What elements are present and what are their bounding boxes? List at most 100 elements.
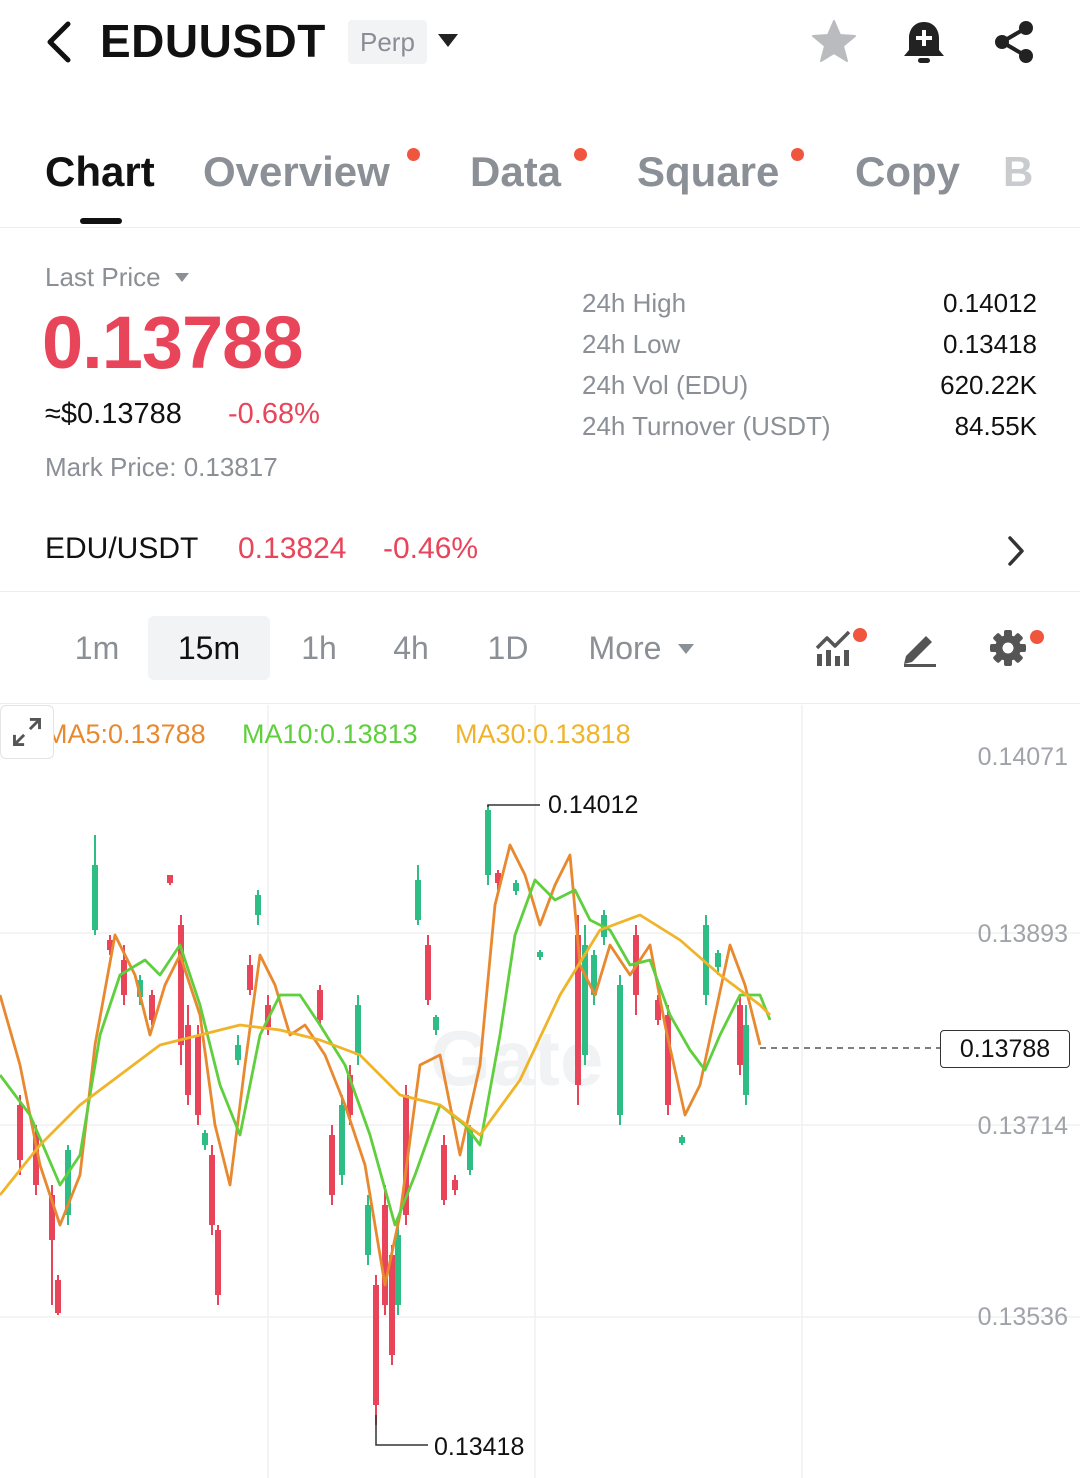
expand-icon[interactable]	[0, 705, 54, 759]
ma10-line	[0, 878, 772, 1227]
settings-gear-icon[interactable]	[988, 628, 1028, 668]
mark-price-value: 0.13817	[183, 452, 278, 482]
timeframe-1d[interactable]: 1D	[487, 630, 529, 666]
candle-body	[495, 873, 501, 883]
tab-b[interactable]: B	[1003, 148, 1034, 195]
stat-label: 24h High	[582, 288, 687, 318]
watermark: Gate	[430, 1014, 603, 1102]
timeframe-more[interactable]: More	[588, 630, 662, 666]
caret-down-icon[interactable]	[678, 644, 694, 654]
tab-chart[interactable]: Chart	[45, 148, 155, 195]
candle-body	[679, 1137, 685, 1143]
candle-body	[347, 1075, 353, 1115]
active-tab-indicator	[80, 218, 122, 224]
high-marker-line	[487, 804, 540, 807]
chart-canvas[interactable]: Gate	[0, 705, 1080, 1478]
spot-pair-name: EDU/USDT	[45, 532, 199, 565]
back-icon[interactable]	[40, 18, 80, 66]
change-percent: -0.68%	[228, 398, 320, 430]
candle-body	[339, 1105, 345, 1175]
draw-pen-icon[interactable]	[900, 628, 940, 668]
candle-body	[317, 990, 323, 1020]
candle-body	[373, 1285, 379, 1405]
contract-type-badge[interactable]: Perp	[348, 20, 427, 64]
timeframe-1h[interactable]: 1h	[301, 630, 337, 666]
indicator-icon[interactable]	[814, 628, 854, 668]
timeframe-bar: 1m 15m 1h 4h 1D More	[0, 594, 1080, 704]
notification-dot	[407, 148, 420, 161]
ma5-legend: MA5:0.13788	[45, 719, 206, 749]
caret-down-icon[interactable]	[175, 273, 189, 282]
candle-body	[395, 1235, 401, 1305]
notification-dot	[574, 148, 587, 161]
notification-dot	[791, 148, 804, 161]
candle-body	[403, 1095, 409, 1215]
stat-row: 24h Turnover (USDT) 84.55K	[582, 411, 1037, 452]
candle-body	[195, 1035, 201, 1115]
spot-pair-row[interactable]: EDU/USDT 0.13824 -0.46%	[0, 512, 1080, 592]
candle-body	[737, 1005, 743, 1065]
candlestick-chart[interactable]: Gate MA5:0.13788 MA10:0.13813 MA30:0.138…	[0, 705, 1080, 1478]
tab-data[interactable]: Data	[470, 148, 562, 195]
tab-overview[interactable]: Overview	[203, 148, 390, 195]
timeframe-4h[interactable]: 4h	[393, 630, 429, 666]
stat-value: 620.22K	[940, 370, 1037, 400]
candle-body	[485, 810, 491, 875]
candle-body	[247, 965, 253, 990]
candle-body	[537, 952, 543, 957]
stat-value: 84.55K	[954, 411, 1037, 441]
candle-body	[365, 1205, 371, 1255]
ma10-legend: MA10:0.13813	[242, 719, 418, 749]
price-axis-label: 0.14071	[977, 743, 1068, 771]
candle-body	[513, 883, 519, 891]
last-price: 0.13788	[42, 301, 303, 384]
timeframe-15m[interactable]: 15m	[148, 616, 270, 680]
candle-body	[665, 1015, 671, 1105]
ma30-legend: MA30:0.13818	[455, 719, 631, 749]
candle-body	[441, 1145, 447, 1200]
price-axis-label: 0.13714	[977, 1112, 1068, 1140]
bell-plus-icon[interactable]	[900, 18, 948, 66]
stats-panel: 24h High 0.14012 24h Low 0.13418 24h Vol…	[582, 288, 1037, 452]
stat-row: 24h High 0.14012	[582, 288, 1037, 329]
candle-body	[389, 1255, 395, 1355]
candle-body	[185, 1025, 191, 1095]
candle-body	[202, 1133, 208, 1145]
spot-pair-change: -0.46%	[383, 532, 479, 565]
candle-body	[382, 1205, 388, 1305]
last-price-label[interactable]: Last Price	[45, 262, 161, 292]
chevron-right-icon[interactable]	[1004, 534, 1028, 568]
stat-label: 24h Turnover (USDT)	[582, 411, 831, 441]
candle-body	[591, 955, 597, 995]
tab-bar: Chart Overview Data Square Copy B	[0, 140, 1080, 228]
timeframe-1m[interactable]: 1m	[74, 630, 120, 666]
candle-body	[467, 1130, 473, 1170]
tab-copy[interactable]: Copy	[855, 148, 960, 195]
candle-body	[33, 1135, 39, 1185]
candle-body	[425, 945, 431, 1000]
candle-body	[433, 1017, 439, 1030]
candle-body	[575, 935, 581, 1085]
candle-body	[415, 880, 421, 920]
tab-square[interactable]: Square	[637, 148, 780, 195]
stat-row: 24h Low 0.13418	[582, 329, 1037, 370]
candle-body	[215, 1230, 221, 1295]
price-axis-label: 0.13536	[977, 1303, 1068, 1331]
candle-body	[167, 875, 173, 883]
candle-body	[49, 1195, 55, 1240]
candle-body	[715, 953, 721, 967]
chevron-down-icon[interactable]	[438, 34, 458, 47]
current-price-tag: 0.13788	[940, 1030, 1070, 1068]
stat-value: 0.14012	[943, 288, 1037, 318]
ma30-line	[0, 913, 771, 1196]
stat-row: 24h Vol (EDU) 620.22K	[582, 370, 1037, 411]
candle-body	[92, 865, 98, 930]
candle-body	[121, 960, 127, 995]
share-icon[interactable]	[990, 18, 1038, 66]
symbol-title[interactable]: EDUUSDT	[100, 15, 326, 67]
candle-body	[329, 1135, 335, 1195]
candle-body	[55, 1280, 61, 1313]
candle-body	[355, 1005, 361, 1055]
candle-body	[703, 925, 709, 995]
star-icon[interactable]	[810, 18, 858, 66]
